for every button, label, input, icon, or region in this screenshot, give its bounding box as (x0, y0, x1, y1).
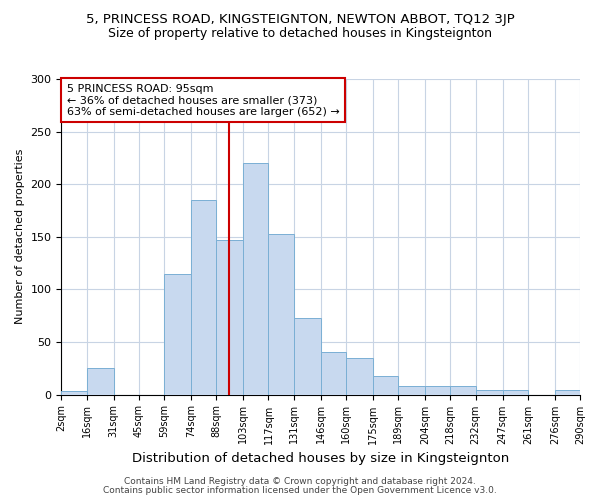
Bar (321, 352, 346, 395)
Bar (346, 358, 373, 395)
Bar (61, 392, 86, 394)
Text: 5, PRINCESS ROAD, KINGSTEIGNTON, NEWTON ABBOT, TQ12 3JP: 5, PRINCESS ROAD, KINGSTEIGNTON, NEWTON … (86, 12, 514, 26)
Bar (86, 368, 113, 394)
Bar (268, 234, 293, 394)
Y-axis label: Number of detached properties: Number of detached properties (15, 149, 25, 324)
Bar (425, 386, 451, 394)
Text: Contains HM Land Registry data © Crown copyright and database right 2024.: Contains HM Land Registry data © Crown c… (124, 477, 476, 486)
Bar (476, 390, 503, 394)
Bar (373, 376, 398, 394)
Bar (164, 274, 191, 394)
Bar (398, 386, 425, 394)
Text: Contains public sector information licensed under the Open Government Licence v3: Contains public sector information licen… (103, 486, 497, 495)
Text: Size of property relative to detached houses in Kingsteignton: Size of property relative to detached ho… (108, 28, 492, 40)
Bar (451, 386, 476, 394)
Bar (243, 163, 268, 394)
Bar (191, 200, 216, 394)
Bar (293, 318, 321, 394)
X-axis label: Distribution of detached houses by size in Kingsteignton: Distribution of detached houses by size … (132, 452, 509, 465)
Bar (503, 390, 528, 394)
Bar (216, 240, 243, 394)
Text: 5 PRINCESS ROAD: 95sqm
← 36% of detached houses are smaller (373)
63% of semi-de: 5 PRINCESS ROAD: 95sqm ← 36% of detached… (67, 84, 340, 117)
Bar (555, 390, 580, 394)
